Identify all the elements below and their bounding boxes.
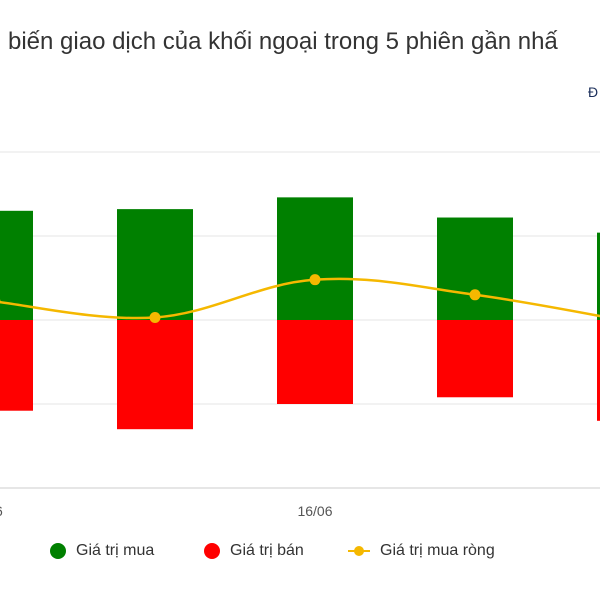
point-gia-tri-mua-rong — [0, 299, 1, 304]
legend-item[interactable]: Giá trị bán — [204, 542, 304, 560]
unit-label: Đ — [588, 84, 599, 100]
bar-gia-tri-ban — [117, 320, 193, 430]
legend-item[interactable]: Giá trị mua ròng — [348, 542, 495, 560]
bar-gia-tri-mua — [597, 232, 600, 320]
point-gia-tri-mua-rong — [469, 289, 481, 301]
legend-label: Giá trị bán — [230, 542, 304, 559]
legend-item[interactable]: Giá trị mua — [50, 542, 154, 560]
bar-gia-tri-mua — [277, 197, 353, 320]
bar-gia-tri-ban — [277, 320, 353, 404]
bar-gia-tri-mua — [437, 217, 513, 320]
bar-gia-tri-ban — [437, 320, 513, 398]
point-gia-tri-mua-rong — [309, 274, 321, 286]
bar-gia-tri-ban — [0, 320, 33, 411]
bar-gia-tri-ban — [597, 320, 600, 421]
x-tick-label: 16/06 — [297, 503, 332, 519]
chart-title: biến giao dịch của khối ngoại trong 5 ph… — [8, 28, 558, 55]
legend-dot-swatch — [204, 543, 220, 559]
bar-gia-tri-mua — [117, 209, 193, 320]
legend-label: Giá trị mua ròng — [380, 542, 495, 559]
chart-legend: Giá trị mua Giá trị bán Giá trị mua ròng — [0, 542, 600, 570]
legend-label: Giá trị mua — [76, 542, 155, 559]
chart-plot-area: 06 16/06 — [0, 151, 600, 519]
point-gia-tri-mua-rong — [149, 311, 161, 323]
legend-line-swatch — [348, 546, 370, 556]
x-tick-label: 06 — [0, 503, 3, 519]
legend-dot-swatch — [50, 543, 66, 559]
